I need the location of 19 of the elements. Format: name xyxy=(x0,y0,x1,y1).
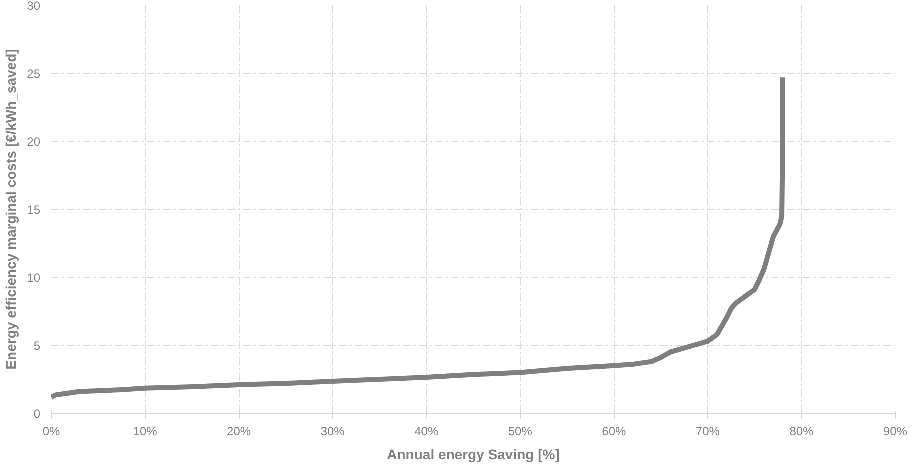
y-tick-label: 20 xyxy=(27,135,41,149)
x-tick-label: 70% xyxy=(696,424,720,438)
x-tick-label: 20% xyxy=(227,424,252,438)
y-axis-title: Energy efficiency marginal costs [€/kWh_saved] xyxy=(3,49,20,370)
x-tick-label: 80% xyxy=(790,424,814,438)
x-tick-label: 50% xyxy=(508,424,533,438)
x-tick-label: 0% xyxy=(42,424,60,438)
y-tick-label: 10 xyxy=(27,271,41,285)
x-tick-label: 90% xyxy=(883,424,908,438)
x-tick-label: 60% xyxy=(602,424,627,438)
y-tick-label: 15 xyxy=(27,203,41,217)
x-axis-title: Annual energy Saving [%] xyxy=(387,446,560,462)
y-tick-label: 25 xyxy=(27,67,41,81)
y-tick-label: 30 xyxy=(27,0,41,13)
x-tick-label: 40% xyxy=(414,424,439,438)
x-tick-label: 10% xyxy=(133,424,158,438)
x-tick-label: 30% xyxy=(320,424,346,438)
y-tick-label: 0 xyxy=(34,407,41,421)
y-tick-label: 5 xyxy=(34,339,41,353)
